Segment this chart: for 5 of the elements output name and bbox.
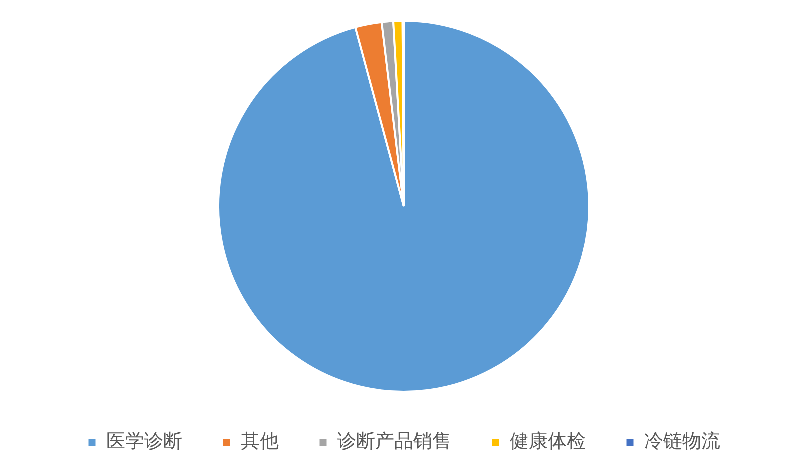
- legend-label: 健康体检: [510, 430, 586, 452]
- legend-label: 诊断产品销售: [337, 430, 452, 452]
- legend-label: 冷链物流: [644, 430, 720, 452]
- legend-label: 其他: [240, 430, 279, 452]
- legend-label: 医学诊断: [106, 430, 182, 452]
